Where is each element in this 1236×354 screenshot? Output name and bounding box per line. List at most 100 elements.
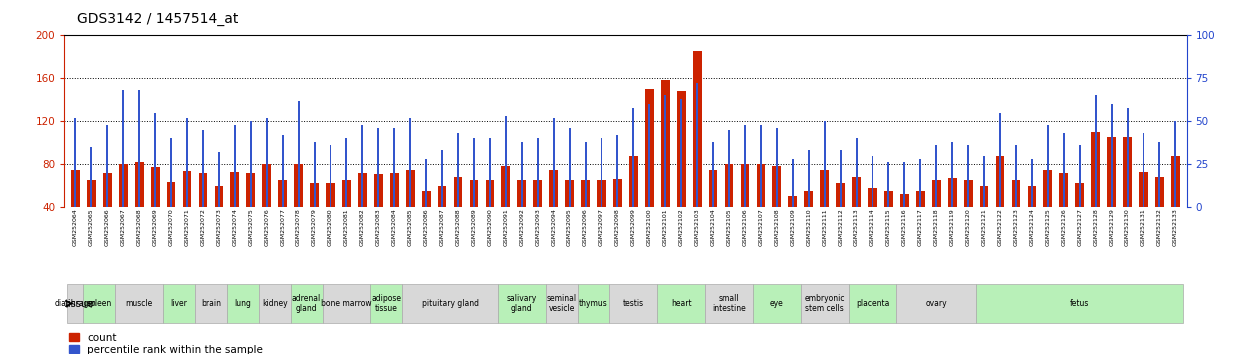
Bar xyxy=(246,173,255,250)
Bar xyxy=(358,173,367,250)
Text: ovary: ovary xyxy=(926,299,947,308)
Bar xyxy=(489,138,491,250)
Bar xyxy=(577,284,609,323)
Bar xyxy=(1174,121,1177,250)
Bar xyxy=(103,173,111,250)
Bar xyxy=(692,51,702,250)
Bar xyxy=(900,194,908,250)
Bar xyxy=(250,121,252,250)
Bar xyxy=(1091,132,1100,250)
Bar xyxy=(837,183,845,250)
Bar xyxy=(115,284,163,323)
Bar xyxy=(839,150,842,250)
Bar xyxy=(314,142,315,250)
Bar xyxy=(330,145,331,250)
Bar xyxy=(151,167,159,250)
Bar xyxy=(983,156,985,250)
Bar xyxy=(473,138,475,250)
Bar xyxy=(119,164,127,250)
Bar xyxy=(195,284,227,323)
Bar xyxy=(948,178,957,250)
Bar xyxy=(90,147,93,250)
Bar xyxy=(740,164,749,250)
Bar xyxy=(565,180,574,250)
Bar xyxy=(772,166,781,250)
Bar xyxy=(425,159,428,250)
Bar xyxy=(808,150,810,250)
Bar xyxy=(896,284,976,323)
Bar xyxy=(262,164,271,250)
Bar xyxy=(486,180,494,250)
Bar xyxy=(658,284,705,323)
Bar xyxy=(805,191,813,250)
Bar xyxy=(696,84,698,250)
Text: thymus: thymus xyxy=(580,299,608,308)
Text: small
intestine: small intestine xyxy=(712,294,745,313)
Bar xyxy=(138,90,140,250)
Bar xyxy=(1047,125,1049,250)
Bar xyxy=(999,113,1001,250)
Bar xyxy=(215,185,224,250)
Bar xyxy=(230,172,240,250)
Bar xyxy=(756,164,765,250)
Bar xyxy=(629,156,638,250)
Bar xyxy=(1059,173,1068,250)
Text: lung: lung xyxy=(235,299,251,308)
Text: muscle: muscle xyxy=(126,299,153,308)
Bar xyxy=(613,179,622,250)
Text: salivary
gland: salivary gland xyxy=(507,294,536,313)
Bar xyxy=(964,180,973,250)
Bar xyxy=(498,284,546,323)
Bar xyxy=(346,138,347,250)
Bar xyxy=(1027,185,1036,250)
Bar xyxy=(581,180,590,250)
Bar xyxy=(183,171,192,250)
Bar xyxy=(258,284,290,323)
Text: GDS3142 / 1457514_at: GDS3142 / 1457514_at xyxy=(77,12,239,27)
Bar xyxy=(405,170,414,250)
Bar xyxy=(536,138,539,250)
Bar xyxy=(868,188,876,250)
Text: tissue: tissue xyxy=(64,298,94,309)
Bar xyxy=(421,191,430,250)
Bar xyxy=(1095,96,1096,250)
Bar xyxy=(266,118,268,250)
Bar xyxy=(1011,180,1021,250)
Bar xyxy=(1079,145,1080,250)
Bar xyxy=(1031,159,1033,250)
Bar xyxy=(1124,137,1132,250)
Bar xyxy=(661,80,670,250)
Bar xyxy=(776,128,777,250)
Bar xyxy=(677,91,686,250)
Bar xyxy=(855,138,858,250)
Bar xyxy=(87,180,95,250)
Bar xyxy=(904,162,905,250)
Text: seminal
vesicle: seminal vesicle xyxy=(546,294,577,313)
Bar xyxy=(227,284,258,323)
Bar xyxy=(980,185,989,250)
Bar xyxy=(569,128,571,250)
Bar xyxy=(712,142,714,250)
Bar xyxy=(609,284,658,323)
Text: placenta: placenta xyxy=(855,299,889,308)
Legend: count, percentile rank within the sample: count, percentile rank within the sample xyxy=(69,333,263,354)
Text: bone marrow: bone marrow xyxy=(321,299,372,308)
Bar xyxy=(290,284,323,323)
Bar xyxy=(597,180,606,250)
Bar xyxy=(1140,172,1148,250)
Bar xyxy=(377,128,379,250)
Text: testis: testis xyxy=(623,299,644,308)
Text: pituitary gland: pituitary gland xyxy=(421,299,478,308)
Bar xyxy=(884,191,892,250)
Bar xyxy=(601,138,602,250)
Bar xyxy=(728,130,730,250)
Bar xyxy=(849,284,896,323)
Bar xyxy=(502,166,510,250)
Bar xyxy=(438,185,446,250)
Bar xyxy=(361,125,363,250)
Bar xyxy=(454,177,462,250)
Bar xyxy=(549,170,559,250)
Bar xyxy=(1015,145,1017,250)
Bar xyxy=(342,180,351,250)
Bar xyxy=(1142,133,1145,250)
